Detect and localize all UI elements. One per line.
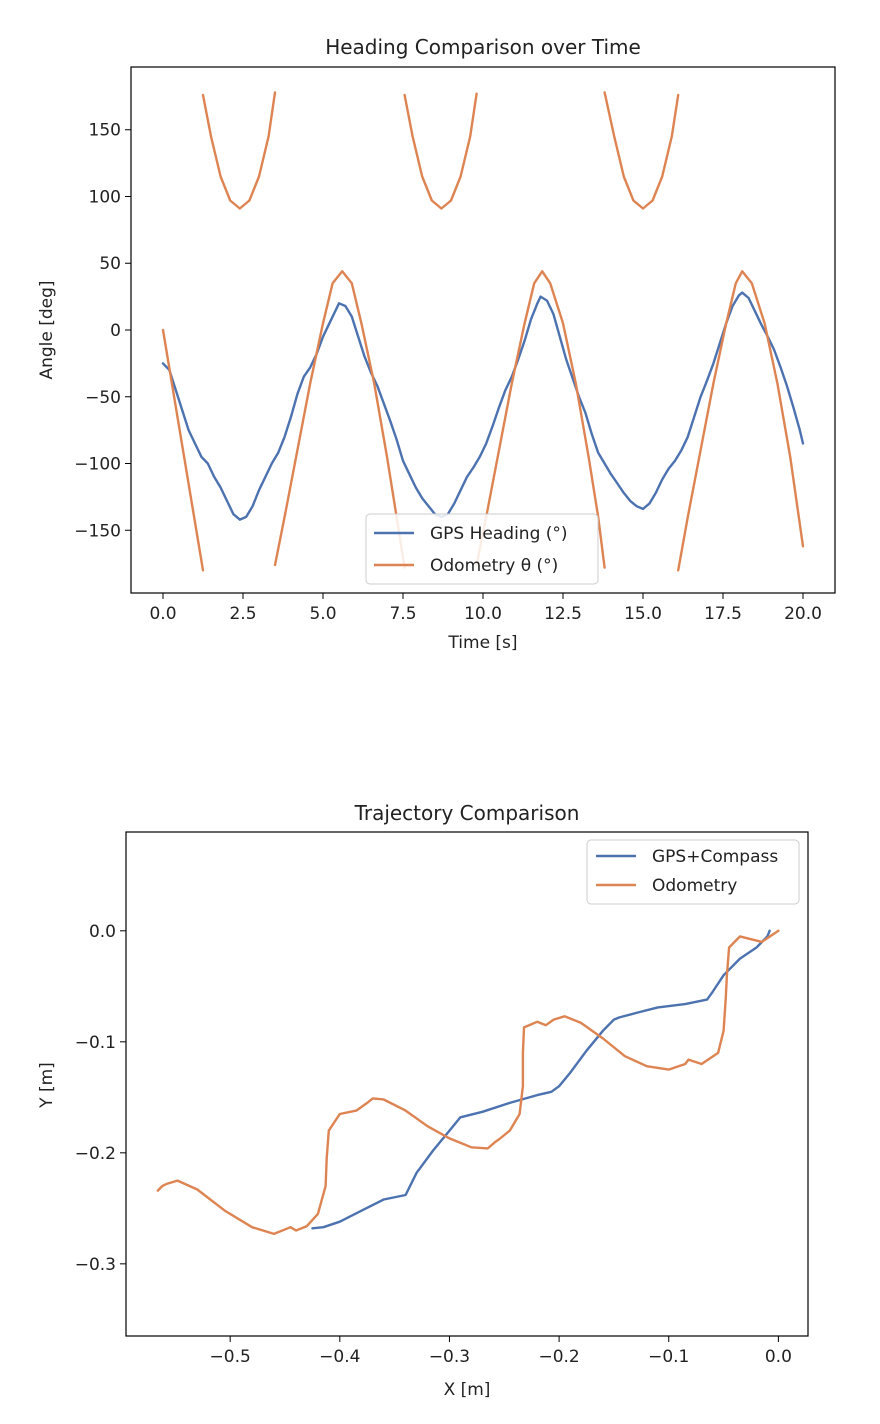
gps-compass-trajectory-line — [311, 929, 771, 1230]
x-tick-label: 10.0 — [464, 604, 502, 624]
y-tick-label: −0.3 — [75, 1255, 116, 1275]
x-tick-label: 2.5 — [229, 604, 256, 624]
y-tick-label: −0.1 — [75, 1033, 116, 1053]
x-tick-label: 0.0 — [765, 1347, 792, 1367]
x-tick-label: 17.5 — [704, 604, 742, 624]
x-tick-label: −0.3 — [429, 1347, 470, 1367]
y-tick-label: −0.2 — [75, 1144, 116, 1164]
odometry-theta-series-line — [161, 91, 805, 572]
x-tick-label: 5.0 — [309, 604, 336, 624]
y-tick-label: −150 — [74, 521, 121, 541]
heading-chart-legend: GPS Heading (°) Odometry θ (°) — [365, 513, 599, 585]
legend-label-gps-compass: GPS+Compass — [652, 847, 778, 867]
y-tick-label: 0 — [110, 321, 121, 341]
heading-chart-plot-area — [130, 66, 836, 594]
y-tick-label: 50 — [99, 254, 121, 274]
trajectory-chart-y-axis-label: Y [m] — [37, 1062, 57, 1109]
trajectory-chart-title: Trajectory Comparison — [354, 801, 580, 825]
x-tick-label: 0.0 — [149, 604, 176, 624]
x-tick-label: 12.5 — [544, 604, 582, 624]
y-tick-label: 150 — [89, 121, 121, 141]
heading-chart: Heading Comparison over Time Time [s] An… — [37, 35, 836, 653]
x-tick-label: 20.0 — [784, 604, 822, 624]
y-tick-label: 0.0 — [89, 922, 116, 942]
x-tick-label: 7.5 — [389, 604, 416, 624]
odometry-trajectory-line — [156, 929, 780, 1236]
y-tick-label: −50 — [85, 388, 121, 408]
y-tick-label: 100 — [89, 187, 121, 207]
heading-chart-y-axis-label: Angle [deg] — [37, 280, 57, 379]
gps-heading-series-line — [161, 291, 805, 521]
trajectory-chart-x-axis-label: X [m] — [444, 1380, 491, 1400]
heading-chart-x-axis-label: Time [s] — [447, 633, 517, 653]
legend-label-odometry: Odometry — [652, 876, 737, 896]
x-tick-label: −0.4 — [319, 1347, 360, 1367]
x-tick-label: −0.1 — [648, 1347, 689, 1367]
y-tick-label: −100 — [74, 455, 121, 475]
x-tick-label: −0.2 — [538, 1347, 579, 1367]
legend-label-gps-heading: GPS Heading (°) — [430, 524, 568, 544]
trajectory-chart-plot-area — [125, 831, 809, 1337]
x-tick-label: 15.0 — [624, 604, 662, 624]
x-tick-label: −0.5 — [210, 1347, 251, 1367]
trajectory-chart: Trajectory Comparison X [m] Y [m] −0.5 −0… — [37, 801, 809, 1400]
legend-label-odometry-theta: Odometry θ (°) — [430, 556, 558, 576]
heading-chart-title: Heading Comparison over Time — [325, 35, 641, 59]
trajectory-chart-legend: GPS+Compass Odometry — [586, 839, 800, 905]
